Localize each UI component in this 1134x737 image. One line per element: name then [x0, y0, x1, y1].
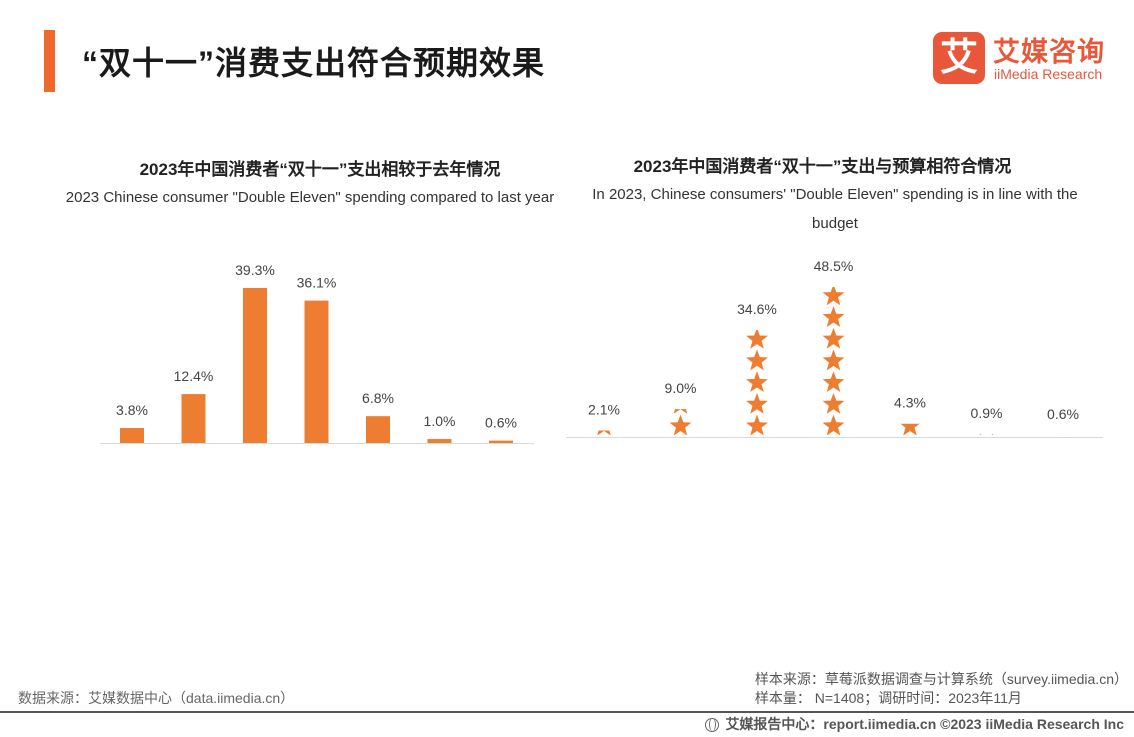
- right-star-mark: [746, 392, 768, 414]
- right-bar-label: 0.6%: [1047, 406, 1079, 422]
- right-star-mark: [822, 414, 845, 436]
- right-bar-label: 2.1%: [588, 402, 620, 418]
- brand-logo: 艾 艾媒咨询 iiMedia Research: [933, 32, 1123, 88]
- title-accent-bar: [44, 30, 55, 92]
- right-star-mark: [900, 423, 920, 436]
- right-star-mark: [746, 349, 768, 371]
- right-star-mark: [822, 306, 845, 327]
- right-star-mark: [822, 327, 845, 349]
- left-chart-subtitle: 2023 Chinese consumer "Double Eleven" sp…: [65, 189, 555, 206]
- right-star-mark: [822, 392, 845, 414]
- right-chart-subtitle: In 2023, Chinese consumers' "Double Elev…: [592, 186, 1078, 232]
- right-star-column: [746, 329, 768, 436]
- right-bar-label: 4.3%: [894, 395, 926, 411]
- left-bar-label: 6.8%: [362, 390, 394, 406]
- right-bar-label: 48.5%: [814, 258, 854, 274]
- right-star-column: [597, 430, 611, 436]
- left-bar-label: 1.0%: [424, 413, 456, 429]
- left-bar: [120, 428, 144, 443]
- right-chart-title: 2023年中国消费者“双十一”支出与预算相符合情况: [633, 157, 1012, 176]
- right-star-mark: [822, 349, 845, 371]
- report-center: 艾媒报告中心：report.iimedia.cn ©2023 iiMedia R…: [705, 714, 1124, 734]
- left-bar-label: 36.1%: [297, 275, 337, 291]
- globe-icon: [705, 718, 720, 732]
- left-bar: [243, 288, 267, 443]
- right-star-mark: [597, 430, 611, 436]
- sample-info: 样本来源：草莓派数据调查与计算系统（survey.iimedia.cn） 样本量…: [755, 670, 1128, 708]
- left-bar: [427, 439, 452, 443]
- right-star-mark: [822, 287, 845, 306]
- left-bar: [304, 300, 329, 443]
- data-source: 数据来源：艾媒数据中心（data.iimedia.cn）: [18, 690, 295, 706]
- left-bar-label: 12.4%: [174, 368, 214, 384]
- sample-source: 样本来源：草莓派数据调查与计算系统（survey.iimedia.cn）: [754, 671, 1128, 687]
- left-bar-label: 39.3%: [235, 262, 275, 278]
- footer-divider: [0, 711, 1134, 713]
- sample-size: 样本量： N=1408；调研时间：2023年11月: [754, 690, 1022, 706]
- right-star-mark: [746, 414, 768, 436]
- left-bar: [489, 440, 513, 443]
- right-star-column: [822, 287, 845, 436]
- logo-text-cn: 艾媒咨询: [993, 37, 1105, 67]
- left-chart-title: 2023年中国消费者“双十一”支出相较于去年情况: [139, 160, 501, 179]
- report-center-text: 艾媒报告中心：report.iimedia.cn ©2023 iiMedia R…: [725, 716, 1124, 732]
- right-star-column: [900, 423, 920, 436]
- left-bar-label: 3.8%: [116, 402, 148, 418]
- right-bar-label: 34.6%: [737, 301, 777, 317]
- right-star-mark: [822, 371, 845, 393]
- logo-mark-icon: 艾: [933, 32, 985, 84]
- left-bar-label: 0.6%: [485, 415, 517, 431]
- right-bar-label: 0.9%: [971, 405, 1003, 421]
- right-star-column: [979, 434, 994, 436]
- left-bar: [366, 416, 390, 443]
- left-bar: [181, 394, 206, 443]
- logo-text-en: iiMedia Research: [994, 66, 1103, 82]
- right-star-column: [669, 409, 692, 436]
- right-star-mark: [746, 329, 768, 349]
- right-star-mark: [746, 371, 768, 393]
- right-star-mark: [669, 414, 692, 436]
- right-star-mark: [673, 409, 688, 414]
- right-star-mark: [979, 434, 994, 436]
- page-title: “双十一”消费支出符合预期效果: [82, 45, 546, 81]
- right-bar-label: 9.0%: [665, 380, 697, 396]
